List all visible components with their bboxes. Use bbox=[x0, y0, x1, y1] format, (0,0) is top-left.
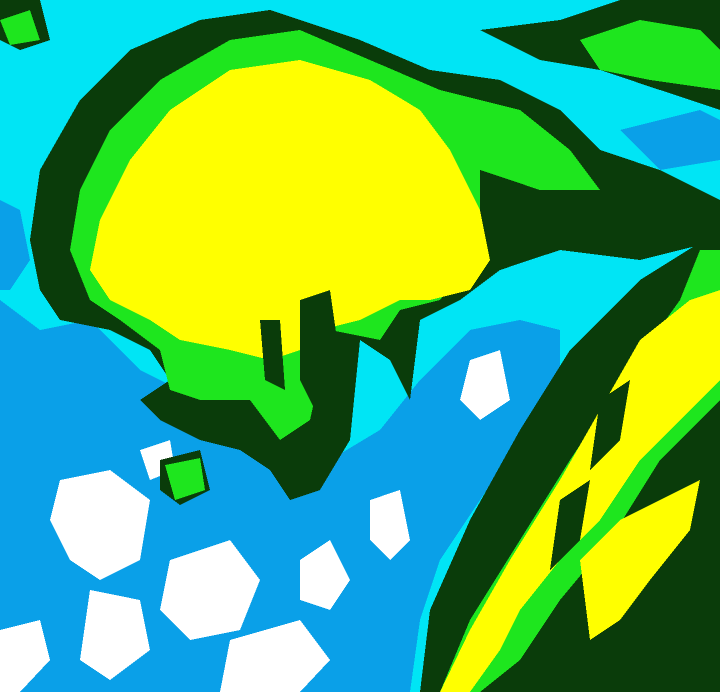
dark-streaks bbox=[260, 290, 630, 570]
white-patches bbox=[0, 350, 510, 692]
blue-region bbox=[620, 110, 720, 170]
blue-region bbox=[0, 300, 560, 692]
blue-region bbox=[0, 200, 30, 290]
